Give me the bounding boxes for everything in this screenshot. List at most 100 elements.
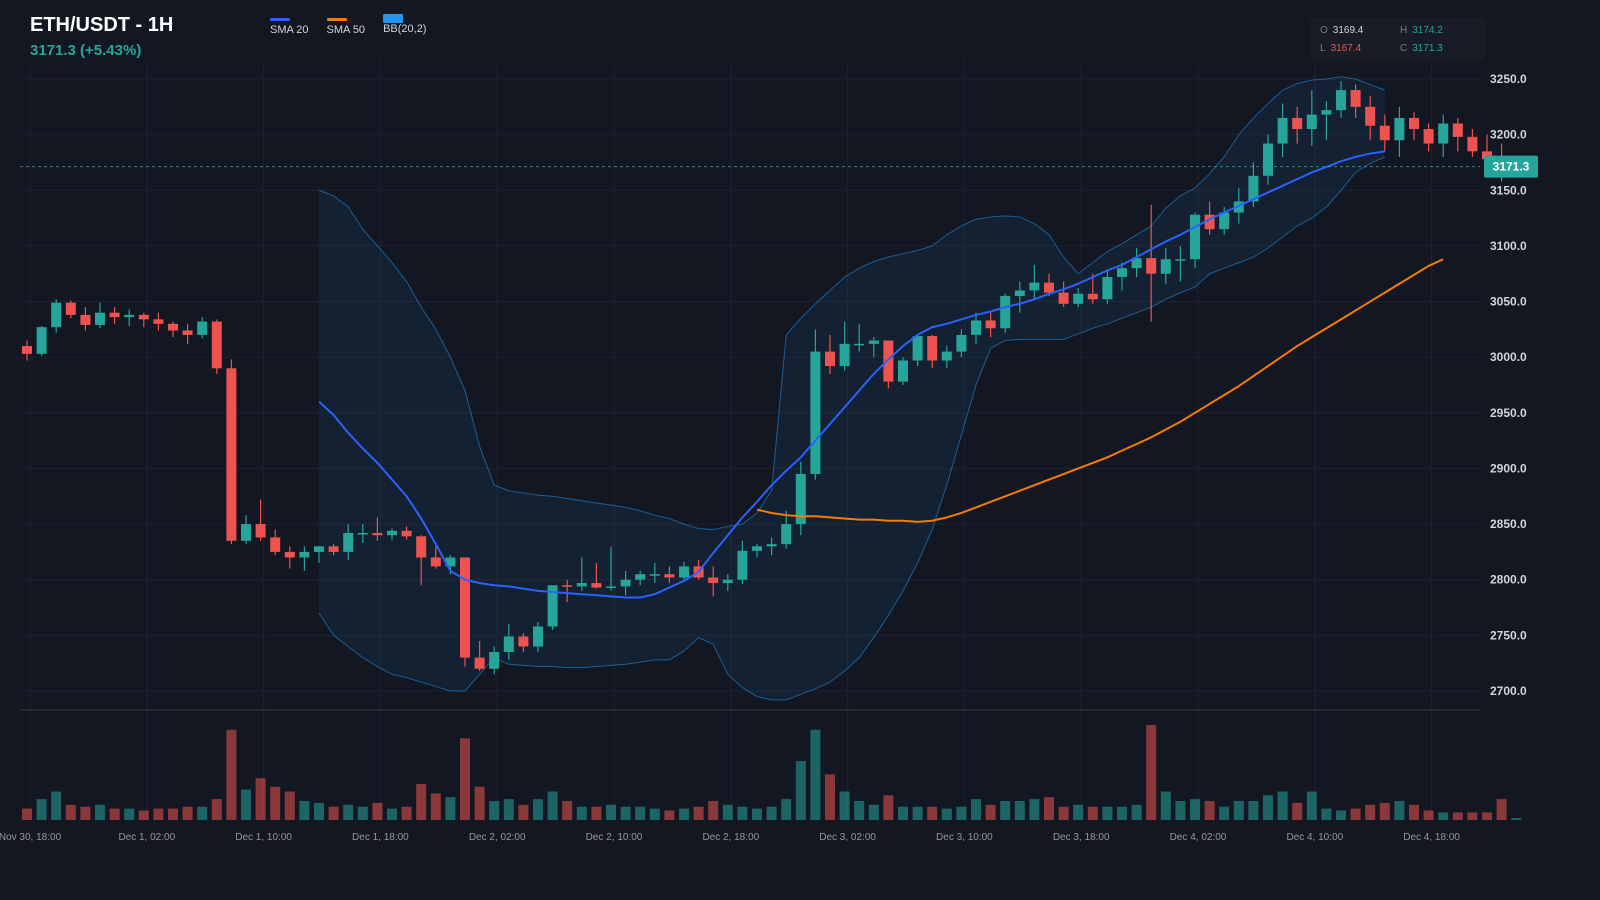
y-tick-label-11: 3250.0: [1490, 72, 1527, 86]
volume-bar-30: [460, 738, 470, 820]
y-tick-label-5: 2950.0: [1490, 406, 1527, 420]
candle-body-99: [1467, 136, 1478, 152]
ohlc-high: H 3174.2: [1400, 25, 1443, 36]
candle-body-34: [518, 636, 529, 647]
candle-body-15: [241, 524, 251, 541]
volume-bar-54: [810, 729, 821, 820]
candle-body-13: [211, 321, 222, 369]
ohlc-high-value: 3174.2: [1412, 25, 1443, 36]
volume-bar-27: [416, 783, 427, 820]
volume-bar-95: [1409, 804, 1419, 820]
volume-bar-56: [839, 791, 850, 820]
candle-body-49: [737, 550, 748, 580]
legend-bb[interactable]: BB(20,2): [383, 14, 426, 36]
volume-bar-101: [1496, 799, 1507, 820]
volume-bar-57: [854, 801, 865, 820]
volume-bar-6: [109, 808, 120, 820]
volume-bar-99: [1467, 812, 1478, 820]
volume-bar-68: [1014, 801, 1025, 820]
candle-body-19: [299, 551, 310, 558]
volume-bar-53: [795, 761, 806, 820]
volume-bar-24: [372, 802, 383, 820]
x-tick-label-5: Dec 2, 10:00: [586, 832, 643, 843]
y-tick-label-10: 3200.0: [1490, 128, 1527, 142]
candle-body-2: [51, 302, 62, 328]
ohlc-close: C 3171.3: [1400, 43, 1443, 54]
chart-grid: [20, 60, 1480, 820]
last-price-label: 3171.3: [1493, 160, 1530, 174]
y-tick-label-4: 2900.0: [1490, 461, 1527, 475]
volume-bar-69: [1029, 799, 1040, 820]
legend-sma20[interactable]: SMA 20: [270, 18, 309, 36]
volume-bar-34: [518, 804, 529, 820]
volume-bar-89: [1321, 808, 1332, 820]
x-tick-label-2: Dec 1, 10:00: [235, 832, 292, 843]
volume-bar-94: [1394, 801, 1405, 820]
candle-body-74: [1102, 277, 1113, 300]
legend-sma50-swatch: [326, 18, 347, 21]
volume-bar-79: [1175, 801, 1186, 820]
candle-body-100: [1482, 151, 1492, 160]
ohlc-low: L 3167.4: [1320, 43, 1361, 54]
volume-bar-46: [693, 806, 704, 820]
volume-bar-93: [1379, 802, 1390, 820]
candle-body-47: [708, 577, 719, 584]
volume-bar-50: [752, 808, 762, 820]
candle-body-14: [226, 368, 237, 541]
candle-body-83: [1233, 201, 1244, 213]
volume-bar-86: [1277, 791, 1288, 820]
candle-body-20: [314, 546, 324, 552]
volume-bar-4: [80, 806, 91, 820]
volume-bar-91: [1350, 808, 1361, 820]
moving-averages: [318, 150, 1444, 599]
candle-body-96: [1423, 129, 1434, 144]
volume-bar-70: [1044, 797, 1054, 820]
ohlc-open: O 3169.4: [1320, 25, 1363, 36]
ohlc-high-key: H: [1400, 25, 1408, 36]
volume-bar-18: [284, 791, 295, 820]
volume-bar-44: [664, 810, 675, 820]
candle-body-5: [95, 312, 105, 325]
volume-bar-40: [606, 804, 616, 820]
candle-body-33: [503, 636, 514, 653]
candle-body-60: [898, 360, 908, 382]
volume-bar-102: [1511, 818, 1522, 820]
volume-bar-49: [737, 806, 748, 820]
candle-body-71: [1058, 292, 1069, 304]
legend-sma20-swatch: [270, 18, 290, 21]
candle-body-84: [1248, 175, 1259, 202]
volume-bar-10: [168, 808, 178, 820]
volume-bar-19: [299, 801, 310, 820]
volume-bar-20: [314, 802, 324, 820]
candle-body-30: [460, 557, 470, 658]
candle-body-10: [168, 323, 178, 331]
candle-body-82: [1219, 212, 1230, 230]
candle-body-50: [752, 546, 762, 551]
x-tick-label-4: Dec 2, 02:00: [469, 832, 526, 843]
volume-bar-84: [1248, 801, 1259, 820]
candle-body-76: [1131, 258, 1142, 269]
volume-bar-35: [533, 799, 543, 820]
ohlc-close-key: C: [1400, 43, 1408, 54]
volume-bar-3: [65, 804, 76, 820]
ohlc-low-value: 3167.4: [1330, 43, 1362, 54]
volume-bar-39: [591, 806, 602, 820]
candle-body-88: [1306, 114, 1317, 130]
candle-body-16: [255, 524, 266, 538]
volume-bar-71: [1058, 806, 1069, 820]
candle-body-65: [971, 320, 981, 335]
candle-body-18: [284, 551, 295, 558]
x-tick-label-10: Dec 4, 02:00: [1170, 832, 1227, 843]
legend-sma50[interactable]: SMA 50: [326, 18, 365, 36]
candle-body-6: [109, 312, 120, 318]
candle-body-4: [80, 314, 91, 325]
candle-body-22: [343, 532, 354, 552]
volume-bar-92: [1365, 804, 1376, 820]
volume-bar-87: [1292, 802, 1303, 820]
candle-body-78: [1160, 259, 1171, 274]
candle-body-43: [649, 574, 660, 576]
volume-bar-100: [1482, 812, 1492, 820]
candle-body-72: [1073, 293, 1084, 304]
candle-body-77: [1146, 258, 1157, 274]
